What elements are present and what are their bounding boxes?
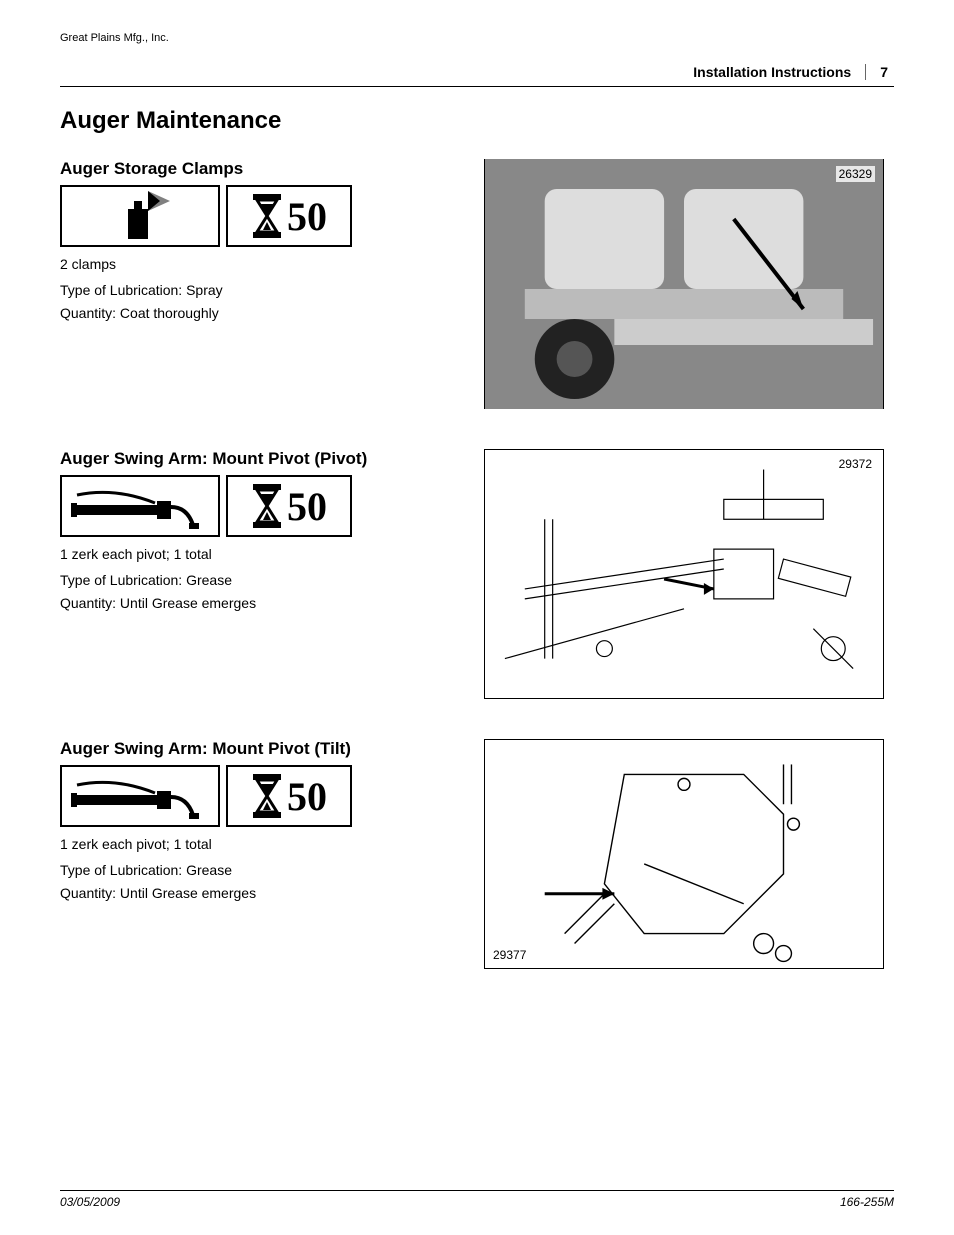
interval-box: 50	[226, 765, 352, 827]
interval-number: 50	[287, 773, 327, 820]
count-line: 1 zerk each pivot; 1 total	[60, 545, 460, 565]
interval-number: 50	[287, 483, 327, 530]
section-text-column: Auger Swing Arm: Mount Pivot (Tilt)	[60, 739, 460, 908]
lube-type-line: Type of Lubrication: Grease	[60, 571, 460, 591]
footer-doc-id: 166-255M	[840, 1195, 894, 1209]
grease-gun-icon	[65, 771, 215, 821]
section-figure-column: 26329	[484, 159, 894, 409]
figure-id: 29377	[493, 948, 526, 962]
lubrication-type-icon-box	[60, 475, 220, 537]
figure-id: 26329	[836, 166, 875, 182]
maintenance-section: Auger Swing Arm: Mount Pivot (Tilt)	[60, 739, 894, 969]
hourglass-icon	[251, 774, 283, 818]
figure-box: 29372	[484, 449, 884, 699]
interval-number: 50	[287, 193, 327, 240]
doc-section-title: Installation Instructions	[693, 64, 851, 80]
page-header-row: Installation Instructions 7	[60, 64, 894, 87]
section-figure-column: 29372	[484, 449, 894, 699]
company-name: Great Plains Mfg., Inc.	[60, 32, 894, 44]
section-text-column: Auger Swing Arm: Mount Pivot (Pivot)	[60, 449, 460, 618]
section-figure-column: 29377	[484, 739, 894, 969]
quantity-line: Quantity: Coat thoroughly	[60, 304, 460, 324]
header-divider	[865, 64, 866, 80]
lubrication-type-icon-box	[60, 185, 220, 247]
count-line: 2 clamps	[60, 255, 460, 275]
count-line: 1 zerk each pivot; 1 total	[60, 835, 460, 855]
hourglass-icon	[251, 484, 283, 528]
lube-type-line: Type of Lubrication: Spray	[60, 281, 460, 301]
line-drawing-placeholder	[485, 744, 883, 964]
interval-box: 50	[226, 185, 352, 247]
spray-can-icon	[70, 191, 210, 241]
line-drawing-placeholder	[485, 459, 883, 689]
interval-box: 50	[226, 475, 352, 537]
figure-box: 29377	[484, 739, 884, 969]
maintenance-section: Auger Storage Clamps	[60, 159, 894, 409]
section-heading: Auger Swing Arm: Mount Pivot (Tilt)	[60, 739, 460, 759]
footer-date: 03/05/2009	[60, 1195, 120, 1209]
hourglass-icon	[251, 194, 283, 238]
section-heading: Auger Storage Clamps	[60, 159, 460, 179]
quantity-line: Quantity: Until Grease emerges	[60, 594, 460, 614]
maintenance-section: Auger Swing Arm: Mount Pivot (Pivot)	[60, 449, 894, 699]
lube-type-line: Type of Lubrication: Grease	[60, 861, 460, 881]
section-text-column: Auger Storage Clamps	[60, 159, 460, 328]
icon-row: 50	[60, 185, 460, 247]
icon-row: 50	[60, 765, 460, 827]
page-footer: 03/05/2009 166-255M	[60, 1190, 894, 1209]
lubrication-type-icon-box	[60, 765, 220, 827]
section-heading: Auger Swing Arm: Mount Pivot (Pivot)	[60, 449, 460, 469]
quantity-line: Quantity: Until Grease emerges	[60, 884, 460, 904]
figure-id: 29372	[836, 456, 875, 472]
page-number: 7	[880, 64, 888, 80]
main-heading: Auger Maintenance	[60, 107, 894, 135]
figure-box: 26329	[484, 159, 884, 409]
icon-row: 50	[60, 475, 460, 537]
grease-gun-icon	[65, 481, 215, 531]
equipment-photo-placeholder	[485, 159, 883, 409]
